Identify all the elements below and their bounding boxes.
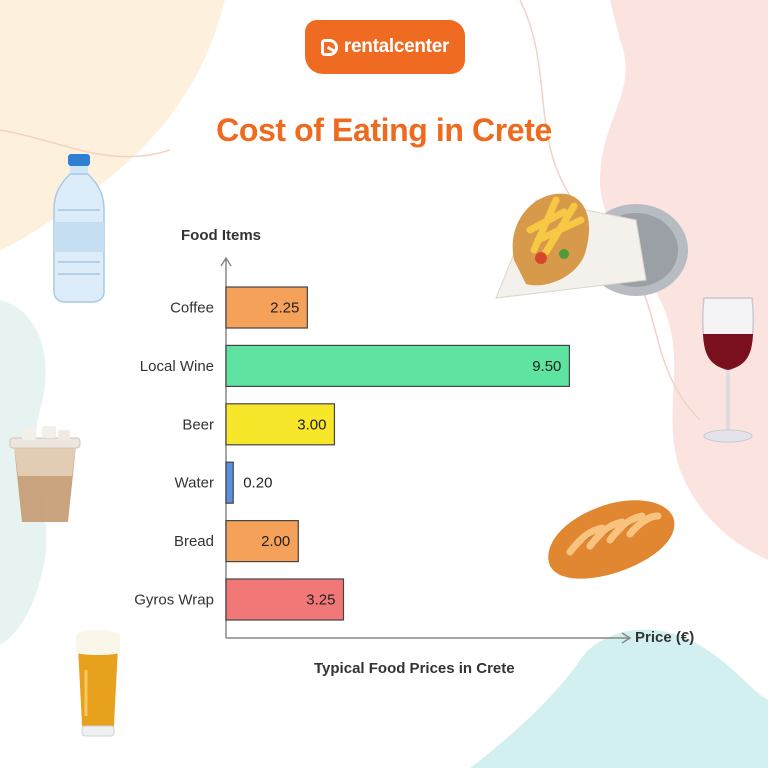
bread-loaf-icon bbox=[548, 500, 675, 579]
bar-bread bbox=[225, 519, 299, 563]
bar-coffee bbox=[225, 286, 308, 329]
brand-name: rentalcenter bbox=[343, 36, 450, 57]
iced-coffee-icon bbox=[9, 426, 81, 522]
red-wine-glass-icon bbox=[701, 297, 755, 443]
logo-mark-icon bbox=[320, 38, 338, 56]
x-axis-arrow bbox=[621, 632, 632, 644]
value-label: 3.25 bbox=[306, 592, 335, 609]
y-axis-title: Food Items bbox=[181, 227, 262, 244]
value-label: 2.00 bbox=[261, 533, 290, 550]
bar-gyros-wrap bbox=[225, 578, 345, 621]
chart-title: Cost of Eating in Crete bbox=[216, 112, 552, 148]
value-label: 0.20 bbox=[243, 475, 272, 492]
bg-blob-cyan bbox=[470, 629, 768, 768]
category-label: Gyros Wrap bbox=[134, 592, 214, 609]
brand-logo: rentalcenter bbox=[305, 20, 465, 74]
value-label: 9.50 bbox=[532, 358, 561, 375]
bar-water bbox=[225, 461, 234, 504]
gyros-wrap-icon bbox=[495, 193, 688, 299]
bg-line bbox=[0, 129, 171, 158]
category-label: Coffee bbox=[170, 300, 214, 317]
chart-subtitle: Typical Food Prices in Crete bbox=[314, 660, 515, 677]
category-label: Beer bbox=[182, 416, 214, 433]
bar-local-wine bbox=[225, 344, 570, 387]
category-label: Bread bbox=[174, 533, 214, 550]
bar-beer bbox=[225, 403, 336, 446]
category-label: Local Wine bbox=[140, 358, 214, 375]
beer-glass-icon bbox=[76, 630, 120, 737]
y-axis-arrow bbox=[220, 256, 232, 267]
water-bottle-icon bbox=[53, 154, 105, 303]
category-label: Water bbox=[175, 475, 214, 492]
value-label: 2.25 bbox=[270, 300, 299, 317]
value-label: 3.00 bbox=[297, 416, 326, 433]
x-axis-title: Price (€) bbox=[635, 629, 695, 646]
bg-blob-cream bbox=[0, 0, 225, 250]
